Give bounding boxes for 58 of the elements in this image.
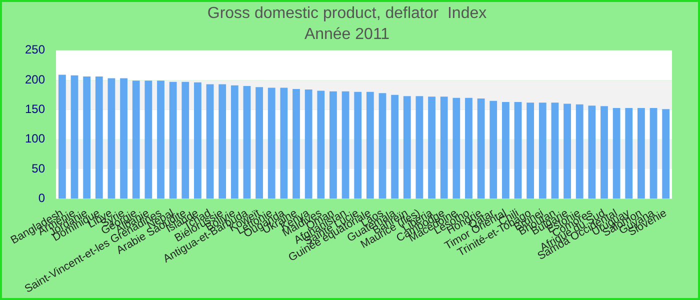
bar [280,88,288,199]
bar [108,78,116,199]
bar [230,85,238,199]
bar [576,104,584,199]
bar [477,98,485,199]
bar [440,96,448,199]
bar [452,98,460,199]
bar [416,96,424,199]
y-tick-label: 250 [24,42,46,57]
bar [169,82,177,199]
bar [551,102,559,199]
bar [83,76,91,199]
bar [70,75,78,199]
y-tick-label: 150 [24,102,46,116]
bar [612,108,620,199]
bar [304,90,312,199]
y-tick-label: 200 [24,72,46,86]
bar [132,80,140,199]
bar [428,96,436,199]
bar [243,86,251,199]
bar [625,108,633,199]
bar [564,104,571,199]
bar [330,91,337,199]
bar [514,102,522,199]
bar [638,108,645,199]
bar [391,94,399,199]
bar [317,90,325,199]
bar [342,91,350,199]
bar [182,82,190,199]
bar [58,74,66,199]
bar [502,102,510,199]
bar [650,108,658,199]
bar [218,84,226,199]
bar [292,88,300,199]
bar [588,106,596,199]
bar [366,92,374,199]
chart-subtitle: Année 2011 [304,26,390,44]
y-tick-label: 0 [38,191,46,206]
bar [600,106,608,199]
bar [526,102,534,199]
bar [354,92,362,199]
bar [120,78,128,199]
bar [378,93,386,199]
bar [95,76,103,199]
bar [144,80,152,199]
bar [538,102,546,199]
bar [157,80,164,199]
bar [490,100,498,199]
bar [194,82,202,199]
bar [403,96,411,199]
bar [256,87,263,199]
bar [268,88,276,199]
y-tick-label: 100 [24,132,46,146]
bar [206,84,214,199]
y-tick-label: 50 [32,161,46,176]
bar [465,98,472,199]
bar [662,109,670,199]
chart-title: Gross domestic product, deflator Index [207,5,487,22]
